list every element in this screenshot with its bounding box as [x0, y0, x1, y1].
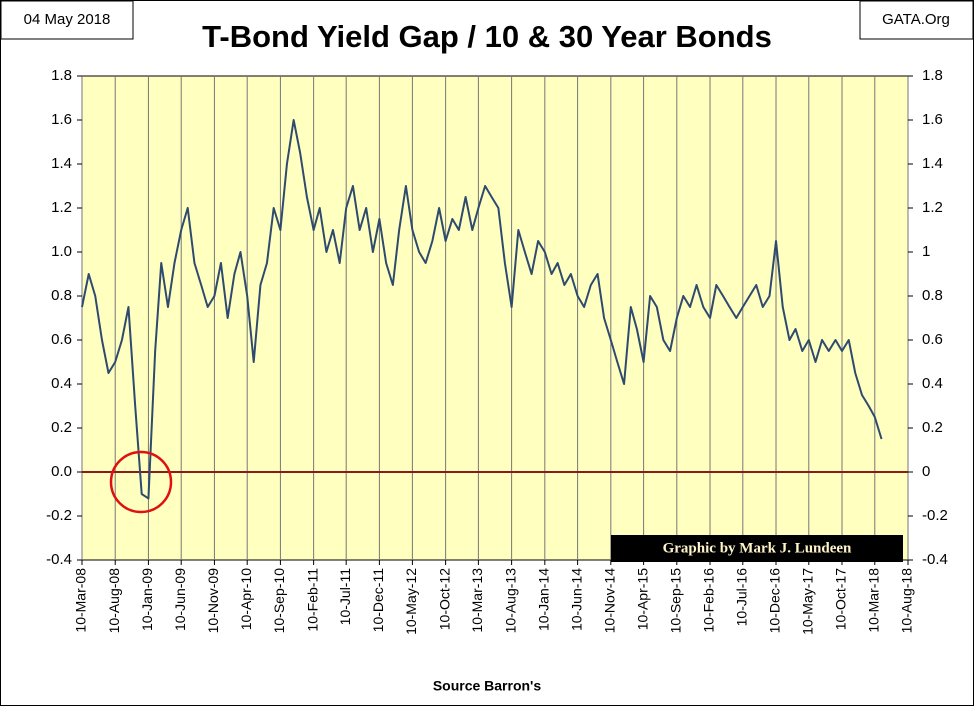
x-tick-label: 10-Jun-09 — [172, 568, 188, 631]
x-tick-label: 10-Aug-13 — [502, 568, 518, 634]
y2-tick-label: 0.6 — [922, 331, 943, 348]
data-line — [81, 119, 883, 500]
x-tick-label: 10-Dec-16 — [767, 568, 783, 634]
x-tick-label: 10-Oct-12 — [436, 568, 452, 630]
x-tick-label: 10-Sep-15 — [668, 568, 684, 634]
chart-title: T-Bond Yield Gap / 10 & 30 Year Bonds — [202, 19, 772, 54]
x-tick-label: 10-Mar-13 — [469, 568, 485, 633]
y-tick-label: 1.0 — [51, 243, 72, 260]
y-tick-label: 0.6 — [51, 331, 72, 348]
x-axis-label: Source Barron's — [433, 678, 542, 694]
x-tick-label: 10-May-17 — [799, 568, 815, 635]
y2-tick-label: 1 — [922, 243, 930, 260]
x-tick-label: 10-Feb-11 — [304, 568, 320, 632]
y2-tick-label: 0.4 — [922, 375, 943, 392]
x-tick-label: 10-Nov-09 — [205, 568, 221, 634]
y-tick-label: 0.0 — [51, 463, 72, 480]
x-tick-label: 10-Jan-09 — [139, 568, 155, 631]
y2-tick-label: 1.4 — [922, 155, 943, 172]
x-tick-label: 10-Apr-15 — [634, 568, 650, 630]
x-tick-label: 10-Mar-18 — [865, 568, 881, 633]
x-tick-label: 10-Aug-08 — [106, 568, 122, 634]
y2-tick-label: 0 — [922, 463, 930, 480]
x-tick-label: 10-Oct-17 — [833, 568, 849, 630]
date-box — [0, 0, 134, 40]
y-tick-label: 0.4 — [51, 375, 72, 392]
y2-tick-label: 1.2 — [922, 199, 943, 216]
site-label: GATA.Org — [882, 11, 950, 28]
marks: 10-Mar-08 10-Aug-08 10-Jan-09 10-Jun-09 10-N… — [46, 67, 948, 635]
x-tick-label: 10-May-12 — [403, 568, 419, 635]
x-tick-label: 10-Aug-18 — [899, 568, 915, 634]
y-tick-label: -0.2 — [46, 507, 72, 524]
x-tick-label: 10-Jun-14 — [568, 568, 584, 631]
y2-tick-label: 1.6 — [922, 111, 943, 128]
y2-tick-label: 0.8 — [922, 287, 943, 304]
x-tick-label: 10-Sep-10 — [271, 568, 287, 634]
x-tick-label: 10-Feb-16 — [701, 568, 717, 633]
x-tick-label: 10-Nov-14 — [602, 568, 618, 634]
x-tick-label: 10-Mar-08 — [73, 568, 89, 633]
y2-tick-label: 0.2 — [922, 419, 943, 436]
plot-area — [81, 75, 909, 561]
y-tick-label: 0.8 — [51, 287, 72, 304]
y2-tick-label: -0.4 — [922, 551, 948, 568]
y2-tick-label: -0.2 — [922, 507, 948, 524]
credit: Graphic by Mark J. Lundeen — [663, 540, 852, 556]
y-tick-label: 1.8 — [51, 67, 72, 84]
y-tick-label: 1.6 — [51, 111, 72, 128]
date-label: 04 May 2018 — [24, 11, 111, 28]
highlight-circle — [109, 450, 173, 514]
y-tick-label: 0.2 — [51, 419, 72, 436]
y-tick-label: 1.4 — [51, 155, 72, 172]
x-tick-label: 10-Apr-10 — [238, 568, 254, 630]
y-tick-label: 1.2 — [51, 199, 72, 216]
credit-box — [611, 535, 903, 562]
x-tick-label: 10-Dec-11 — [370, 568, 386, 633]
y-tick-label: -0.4 — [46, 551, 72, 568]
y2-tick-label: 1.8 — [922, 67, 943, 84]
x-tick-label: 10-Jul-11 — [337, 568, 353, 626]
site-box — [859, 0, 974, 40]
x-tick-label: 10-Jan-14 — [536, 568, 552, 631]
x-tick-label: 10-Jul-16 — [734, 568, 750, 627]
